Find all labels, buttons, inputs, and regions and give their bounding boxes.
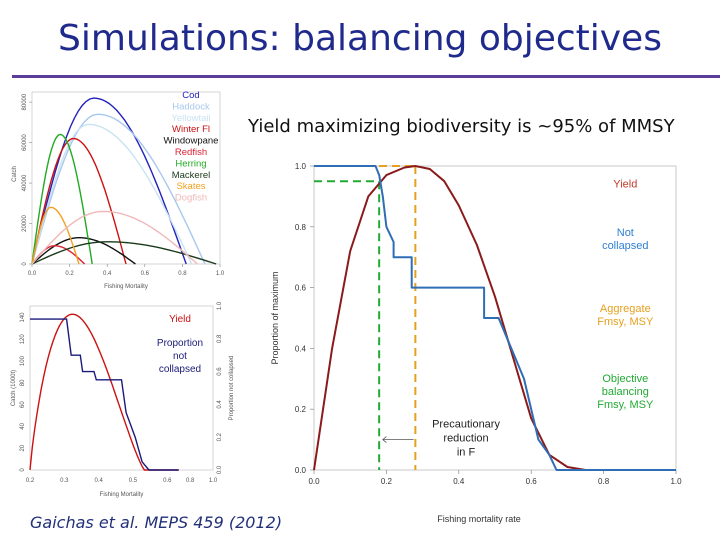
legend-winter-fl: Winter Fl [172, 124, 210, 135]
legend-aggregate-2: Fmsy, MSY [597, 316, 654, 328]
x-tick-label: 0.3 [60, 478, 69, 484]
y-tick-label: 0 [22, 262, 28, 266]
right-axis-label: Proportion not collapsed [229, 356, 235, 421]
left-tick-label: 60 [20, 401, 26, 408]
series-line-dogfish [31, 210, 198, 265]
legend-yield: Yield [613, 178, 637, 190]
legend-windowpane: Windowpane [164, 136, 219, 147]
right-tick-label: 0.6 [217, 367, 223, 376]
left-tick-label: 120 [20, 334, 26, 345]
series-line-windowpane [31, 236, 136, 265]
slide-title: Simulations: balancing objectives [58, 18, 662, 59]
x-axis-label: Fishing Mortality [100, 492, 144, 498]
legend-not-collapsed-1: Not [617, 227, 634, 239]
x-axis-label: Fishing mortality rate [437, 514, 521, 524]
legend-objective-3: Fmsy, MSY [597, 399, 654, 411]
series-line-mackerel [31, 241, 217, 265]
x-tick-label: 0.6 [526, 477, 538, 486]
y-tick-label: 0.6 [295, 284, 307, 293]
x-tick-label: 0.2 [381, 477, 393, 486]
series-line-cod [31, 97, 187, 265]
main-tradeoff-chart: 0.0 0.2 0.4 0.6 0.8 1.0 0.0 0.2 0.4 0.6 0.8 1.0 Fish… [270, 162, 682, 524]
legend-redfish: Redfish [175, 147, 207, 158]
annotation-line-1: Precautionary [432, 418, 500, 430]
x-tick-label: 1.0 [670, 477, 682, 486]
legend-objective-2: balancing [602, 386, 649, 398]
left-tick-label: 100 [20, 355, 26, 366]
x-tick-label: 0.6 [141, 271, 150, 277]
x-tick-label: 0.8 [178, 271, 187, 277]
legend-not-collapsed-1: Proportion [157, 338, 203, 349]
series-line-proportion-not-collapsed [30, 318, 179, 471]
y-tick-label: 20000 [22, 215, 28, 232]
slide-subtitle: Yield maximizing biodiversity is ~95% of… [248, 116, 675, 137]
series-line-haddock [31, 113, 206, 265]
legend-haddock: Haddock [172, 101, 210, 112]
y-tick-label: 0.4 [295, 344, 307, 353]
x-tick-label: 0.2 [65, 271, 74, 277]
left-tick-label: 80 [20, 379, 26, 386]
y-tick-label: 60000 [22, 134, 28, 151]
precaution-arrowhead [382, 436, 387, 443]
legend-dogfish: Dogfish [175, 193, 207, 204]
x-tick-label: 0.6 [163, 478, 172, 484]
y-axis-label: Proportion of maximum [270, 271, 280, 364]
x-tick-label: 0.4 [453, 477, 465, 486]
right-tick-label: 0.4 [217, 400, 223, 409]
legend-not-collapsed-2: not [173, 351, 187, 362]
annotation-line-2: reduction [443, 432, 488, 444]
legend-objective-1: Objective [602, 373, 648, 385]
legend-mackerel: Mackerel [172, 170, 211, 181]
x-axis-label: Fishing Mortality [104, 284, 148, 290]
y-axis-label: Catch [12, 166, 18, 182]
title-divider [12, 75, 720, 78]
x-tick-label: 0.4 [94, 478, 103, 484]
left-axis-label: Catch (1000t) [11, 370, 17, 406]
x-tick-label: 0.8 [186, 478, 195, 484]
x-tick-label: 0.0 [28, 271, 37, 277]
small-yield-chart: 0.2 0.3 0.4 0.5 0.6 0.8 1.0 0 20 40 60 80 100 120 140 0… [11, 301, 235, 498]
series-line-yellowtail [31, 123, 193, 265]
citation: Gaichas et al. MEPS 459 (2012) [30, 513, 283, 532]
y-tick-label: 80000 [22, 93, 28, 110]
x-tick-label: 0.0 [308, 477, 320, 486]
legend-not-collapsed-2: collapsed [602, 240, 648, 252]
right-tick-label: 0.0 [217, 465, 223, 474]
series-line-herring [31, 133, 93, 265]
legend-aggregate-1: Aggregate [600, 303, 651, 315]
x-tick-label: 0.4 [103, 271, 112, 277]
species-yield-chart: 0.0 0.2 0.4 0.6 0.8 1.0 0 20000 40000 60000 80000 F… [12, 90, 225, 290]
y-tick-label: 40000 [22, 174, 28, 191]
y-tick-label: 0.2 [295, 405, 307, 414]
legend-not-collapsed-3: collapsed [159, 364, 201, 375]
right-tick-label: 0.2 [217, 432, 223, 441]
legend-skates: Skates [176, 181, 205, 192]
left-tick-label: 0 [20, 468, 26, 472]
series-line-skates [31, 206, 80, 265]
y-tick-label: 1.0 [295, 162, 307, 171]
right-tick-label: 1.0 [217, 301, 223, 310]
legend-cod: Cod [182, 90, 199, 101]
y-tick-label: 0.0 [295, 466, 307, 475]
plot-frame [29, 305, 214, 471]
legend-yield: Yield [169, 314, 191, 325]
y-tick-label: 0.8 [295, 223, 307, 232]
series-line-yield [29, 313, 179, 471]
series-line-winter-fl [31, 137, 127, 265]
legend-yellowtail: Yellowtail [171, 113, 210, 124]
series-line-not-collapsed [314, 165, 676, 471]
left-tick-label: 20 [20, 444, 26, 451]
x-tick-label: 1.0 [209, 478, 218, 484]
legend-herring: Herring [175, 158, 206, 169]
x-tick-label: 1.0 [216, 271, 225, 277]
x-tick-label: 0.2 [26, 478, 35, 484]
annotation-line-3: in F [457, 446, 476, 458]
left-tick-label: 140 [20, 312, 26, 323]
series-line-yield [313, 165, 676, 471]
x-tick-label: 0.8 [598, 477, 610, 486]
right-tick-label: 0.8 [217, 334, 223, 343]
left-tick-label: 40 [20, 422, 26, 429]
x-tick-label: 0.5 [129, 478, 138, 484]
